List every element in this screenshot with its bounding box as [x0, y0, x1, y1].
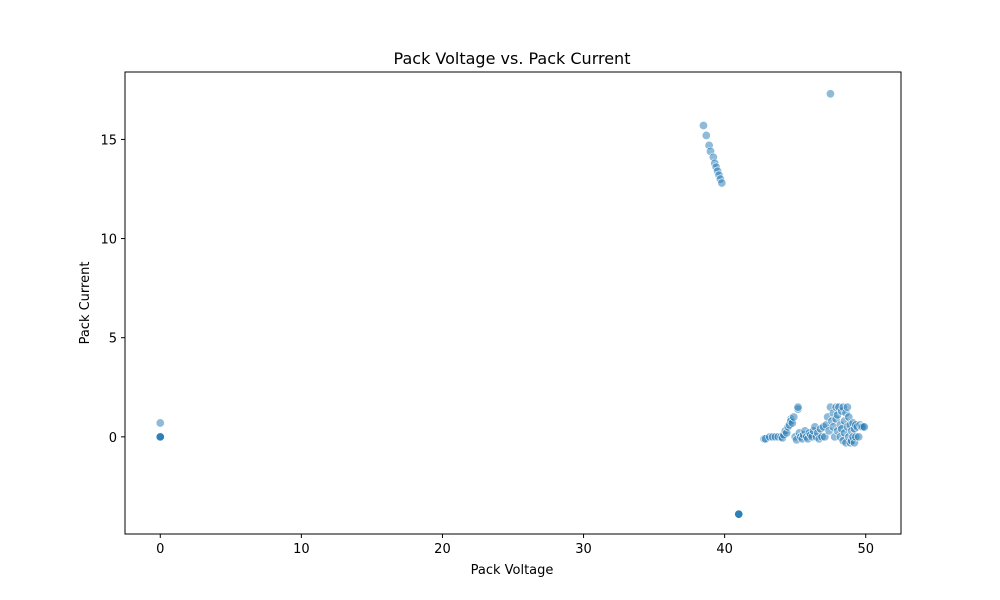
chart-title: Pack Voltage vs. Pack Current — [394, 49, 631, 68]
data-point — [793, 402, 803, 412]
y-tick-label: 15 — [100, 133, 117, 148]
data-point — [789, 412, 799, 422]
x-tick-label: 30 — [575, 542, 592, 557]
plot-frame — [124, 71, 902, 535]
y-tick-label: 5 — [109, 332, 117, 347]
data-point — [859, 422, 869, 432]
y-tick-label: 0 — [109, 431, 117, 446]
x-tick-label: 10 — [293, 542, 310, 557]
data-point — [825, 89, 835, 99]
data-point — [155, 418, 165, 428]
x-tick-label: 50 — [857, 542, 874, 557]
y-axis-ticks: 0 5 10 15 — [100, 133, 125, 446]
x-tick-label: 40 — [716, 542, 733, 557]
data-point — [854, 432, 864, 442]
y-axis-label: Pack Current — [78, 262, 93, 345]
x-axis-label: Pack Voltage — [471, 563, 554, 578]
x-tick-label: 20 — [434, 542, 451, 557]
data-point — [734, 509, 744, 519]
data-point — [155, 432, 165, 442]
data-point — [698, 121, 708, 131]
x-tick-label: 0 — [156, 542, 164, 557]
data-point — [842, 402, 852, 412]
y-tick-label: 10 — [100, 233, 117, 248]
data-point — [701, 130, 711, 140]
data-points — [155, 89, 869, 519]
x-axis-ticks: 0 10 20 30 40 50 — [156, 534, 874, 557]
data-point — [717, 178, 727, 188]
